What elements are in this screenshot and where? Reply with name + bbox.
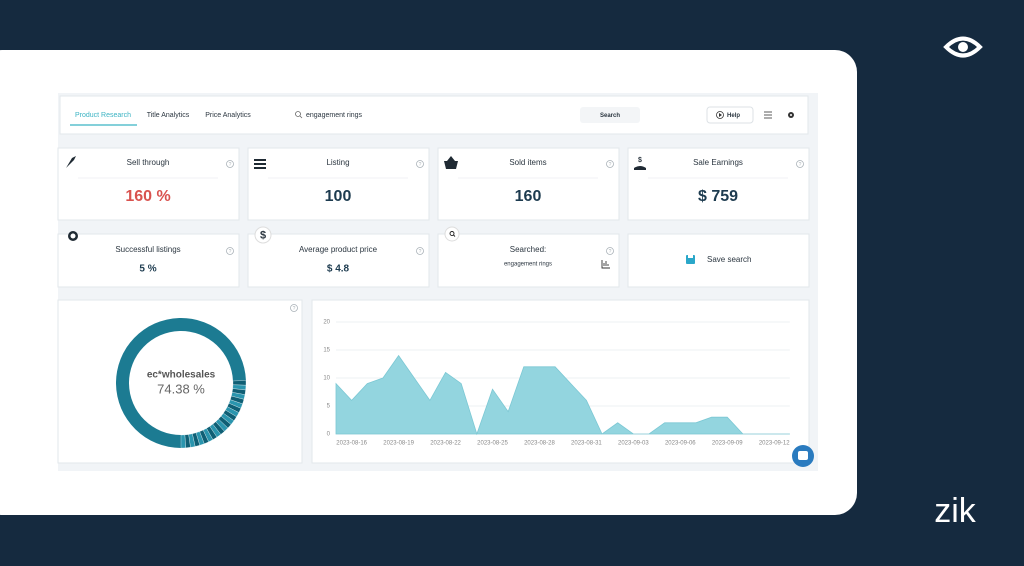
brand: zik — [934, 492, 977, 530]
donut-value: 74.38 % — [157, 381, 205, 396]
stat-card: Sell through ? 160 % — [57, 147, 240, 221]
svg-text:?: ? — [799, 162, 802, 168]
x-tick-label: 2023-08-16 — [336, 441, 367, 447]
help-icon — [290, 304, 298, 312]
save-icon — [686, 255, 695, 264]
stat-value: 160 % — [125, 188, 170, 205]
area-chart: 0 5 10 15 20 2023-08-16 2023-08-19 2023-08-22 20… — [323, 320, 790, 447]
x-tick-label: 2023-08-31 — [571, 441, 602, 447]
stat-card: Sold items ? 160 — [437, 147, 620, 221]
save-card[interactable]: Save search — [627, 233, 810, 288]
x-tick-label: 2023-09-03 — [618, 441, 649, 447]
card-value: 5 % — [139, 264, 156, 275]
search-icon — [295, 111, 303, 119]
card-value: $ 4.8 — [327, 264, 350, 275]
x-tick-label: 2023-08-28 — [524, 441, 555, 447]
stat-title: Listing — [326, 158, 349, 167]
filter-icon[interactable] — [764, 111, 772, 119]
svg-text:?: ? — [419, 162, 422, 168]
y-tick-label: 0 — [327, 432, 331, 438]
y-tick-label: 20 — [323, 320, 330, 326]
hand-money-icon — [634, 166, 646, 170]
svg-text:$: $ — [638, 157, 642, 164]
info-card: Successful listings ? 5 % — [57, 231, 240, 288]
stat-title: Sold items — [509, 158, 546, 167]
stat-title: Sell through — [127, 158, 170, 167]
play-icon — [716, 111, 724, 119]
x-tick-label: 2023-09-12 — [759, 441, 790, 447]
card-value: engagement rings — [504, 262, 552, 268]
info-card: Searched: ? engagement rings — [437, 226, 620, 288]
svg-text:$: $ — [260, 229, 266, 241]
area — [335, 354, 790, 436]
medal-icon — [68, 231, 78, 241]
magnifier-icon — [444, 226, 460, 242]
basket-icon — [444, 156, 458, 169]
dollar-icon: $ — [254, 226, 272, 244]
svg-text:?: ? — [229, 162, 232, 168]
y-tick-label: 15 — [323, 348, 330, 354]
eye-logo — [943, 36, 983, 58]
help-button[interactable]: Help — [727, 113, 740, 119]
tab[interactable]: Price Analytics — [205, 112, 251, 119]
stat-value: 160 — [515, 188, 542, 205]
svg-text:?: ? — [609, 249, 612, 255]
tab[interactable]: Product Research — [75, 112, 131, 119]
save-button[interactable]: Save search — [707, 255, 751, 264]
stat-card: Listing ? 100 — [247, 147, 430, 221]
donut-rest-segment — [180, 434, 186, 449]
donut-rest-segment — [232, 380, 247, 386]
x-tick-label: 2023-08-22 — [430, 441, 461, 447]
search-button[interactable]: Search — [600, 113, 620, 119]
card-title: Searched: — [510, 245, 546, 254]
donut-label: ec*wholesales — [147, 370, 216, 381]
donut-chart — [115, 317, 247, 449]
x-tick-label: 2023-08-19 — [383, 441, 414, 447]
search-input[interactable]: engagement rings — [306, 112, 363, 119]
stat-value: $ 759 — [698, 188, 738, 205]
stat-title: Sale Earnings — [693, 158, 743, 167]
info-card: $ Average product price ? $ 4.8 — [247, 226, 430, 288]
y-tick-label: 5 — [327, 404, 331, 410]
x-tick-label: 2023-08-25 — [477, 441, 508, 447]
rocket-icon — [66, 156, 76, 168]
card-title: Average product price — [299, 245, 378, 254]
stat-card: $ Sale Earnings ? $ 759 — [627, 147, 810, 221]
svg-text:?: ? — [419, 249, 422, 255]
navbar — [59, 95, 809, 135]
svg-text:?: ? — [609, 162, 612, 168]
search-button-bg — [580, 107, 640, 123]
x-tick-label: 2023-09-09 — [712, 441, 743, 447]
svg-text:?: ? — [293, 306, 296, 312]
tab[interactable]: Title Analytics — [147, 112, 190, 119]
list-icon — [254, 159, 266, 169]
settings-icon[interactable] — [788, 112, 794, 118]
card-title: Successful listings — [115, 245, 180, 254]
x-tick-label: 2023-09-06 — [665, 441, 696, 447]
help-button-bg — [706, 106, 754, 124]
chart-icon[interactable] — [601, 260, 610, 269]
chat-button[interactable] — [792, 445, 814, 467]
svg-text:?: ? — [229, 249, 232, 255]
stat-value: 100 — [325, 188, 352, 205]
y-tick-label: 10 — [323, 376, 330, 382]
